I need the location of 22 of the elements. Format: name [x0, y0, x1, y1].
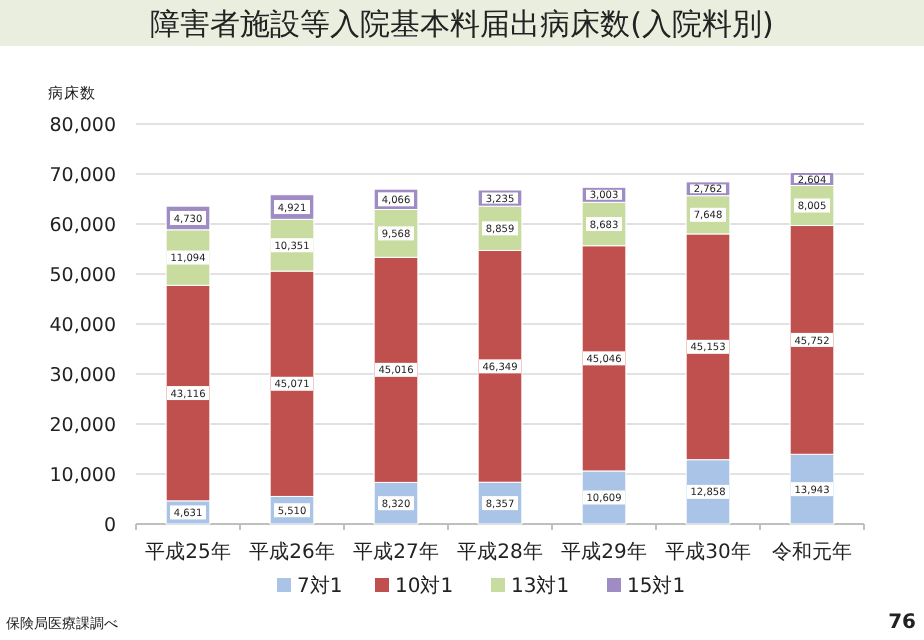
x-tick-label: 平成29年	[561, 540, 647, 564]
x-tick-label: 令和元年	[772, 540, 852, 564]
text: 76	[888, 612, 917, 634]
y-tick-label: 30,000	[49, 365, 116, 387]
y-tick-label: 70,000	[49, 165, 116, 187]
y-tick-label: 50,000	[49, 265, 116, 287]
y-tick-label: 10,000	[49, 465, 116, 487]
x-tick-label: 平成28年	[457, 540, 543, 564]
legend-label: 10対1	[395, 574, 454, 598]
x-tick-label: 平成25年	[145, 540, 231, 564]
x-tick-label: 平成27年	[353, 540, 439, 564]
y-tick-label: 40,000	[49, 315, 116, 337]
y-tick-label: 60,000	[49, 215, 116, 237]
legend-label: 15対1	[627, 574, 686, 598]
x-tick-label: 平成26年	[249, 540, 335, 564]
legend-label: 13対1	[511, 574, 570, 598]
x-tick-label: 平成30年	[665, 540, 751, 564]
y-tick-label: 80,000	[49, 115, 116, 137]
chart-title: 障害者施設等入院基本料届出病床数(入院料別)	[150, 6, 774, 42]
legend-label: 7対1	[297, 574, 343, 598]
y-tick-label: 20,000	[49, 415, 116, 437]
y-tick-label: 0	[103, 515, 116, 537]
